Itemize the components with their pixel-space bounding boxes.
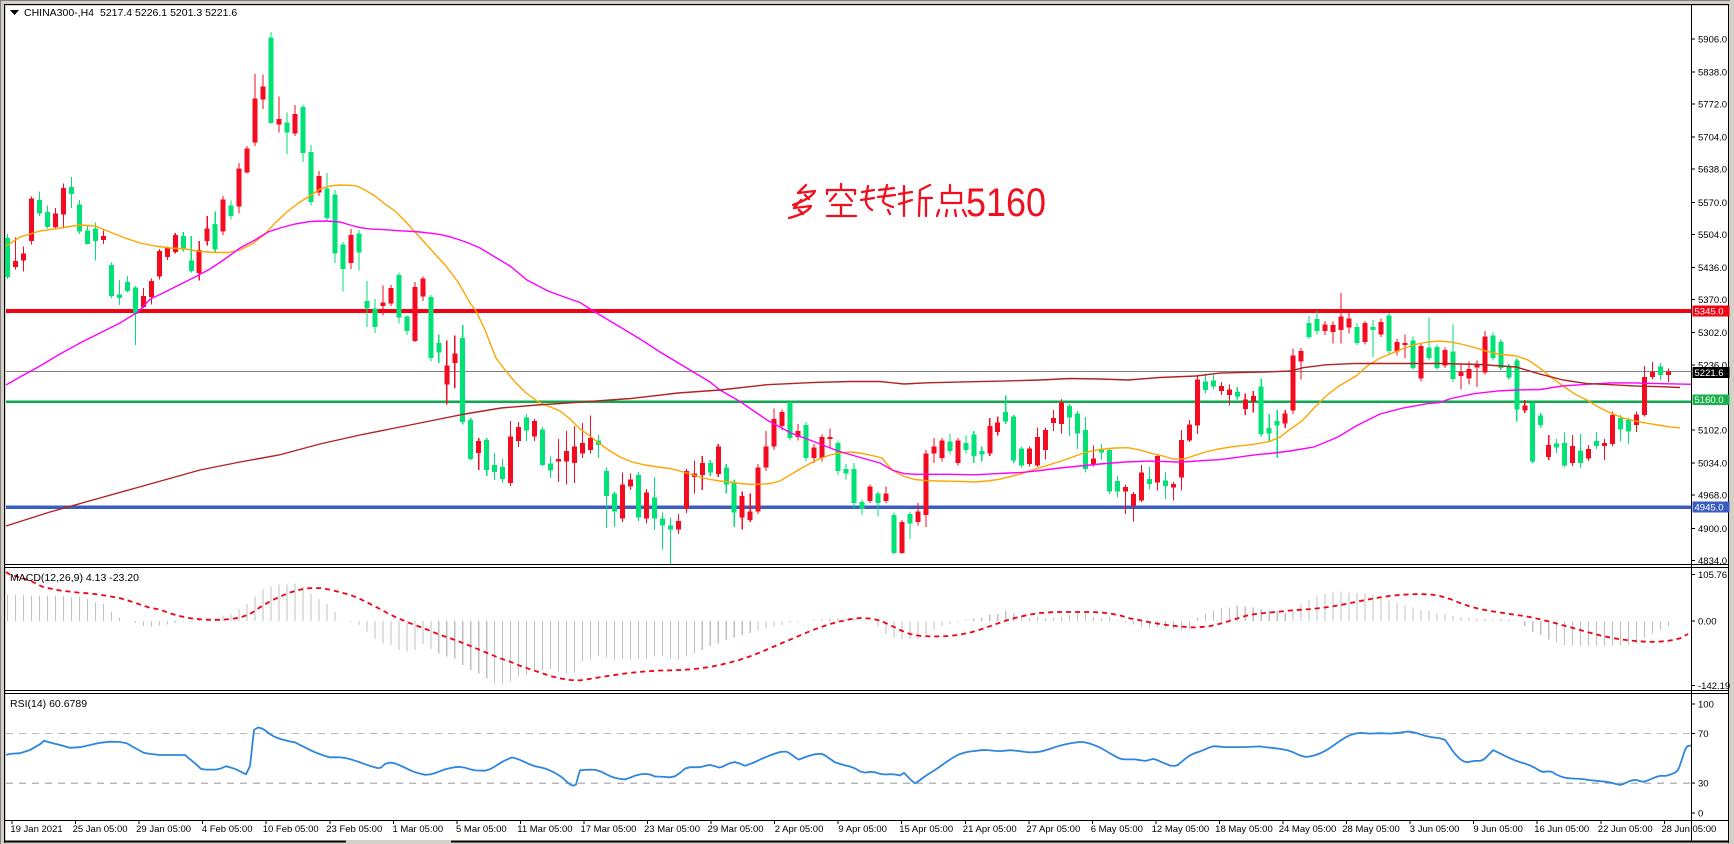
svg-text:4968.0: 4968.0 [1698, 491, 1727, 502]
svg-text:-142.19: -142.19 [1698, 681, 1730, 692]
svg-text:5034.0: 5034.0 [1698, 459, 1727, 470]
svg-text:4 Feb 05:00: 4 Feb 05:00 [202, 824, 253, 835]
svg-text:5102.0: 5102.0 [1698, 426, 1727, 437]
svg-text:10 Feb 05:00: 10 Feb 05:00 [263, 824, 319, 835]
svg-text:5221.6: 5221.6 [1695, 368, 1724, 379]
svg-text:5302.0: 5302.0 [1698, 328, 1727, 339]
svg-text:105.76: 105.76 [1698, 570, 1727, 581]
svg-text:25 Jan 05:00: 25 Jan 05:00 [73, 824, 128, 835]
svg-text:16 Jun 05:00: 16 Jun 05:00 [1534, 824, 1589, 835]
svg-text:100: 100 [1698, 700, 1714, 711]
svg-text:3 Jun 05:00: 3 Jun 05:00 [1410, 824, 1460, 835]
svg-text:5 Mar 05:00: 5 Mar 05:00 [456, 824, 507, 835]
svg-text:4834.0: 4834.0 [1698, 556, 1727, 567]
svg-text:5906.0: 5906.0 [1698, 34, 1727, 45]
svg-text:70: 70 [1698, 729, 1709, 740]
svg-text:4900.0: 4900.0 [1698, 524, 1727, 535]
svg-text:5217.4 5226.1 5201.3 5221.6: 5217.4 5226.1 5201.3 5221.6 [100, 7, 237, 19]
svg-text:21 Apr 05:00: 21 Apr 05:00 [963, 824, 1017, 835]
svg-text:0.00: 0.00 [1698, 616, 1717, 627]
svg-text:5504.0: 5504.0 [1698, 230, 1727, 241]
svg-text:23 Feb 05:00: 23 Feb 05:00 [326, 824, 382, 835]
svg-text:5436.0: 5436.0 [1698, 263, 1727, 274]
svg-text:15 Apr 05:00: 15 Apr 05:00 [899, 824, 953, 835]
svg-text:18 May 05:00: 18 May 05:00 [1215, 824, 1273, 835]
svg-text:29 Mar 05:00: 29 Mar 05:00 [708, 824, 764, 835]
svg-text:17 Mar 05:00: 17 Mar 05:00 [580, 824, 636, 835]
svg-text:5570.0: 5570.0 [1698, 198, 1727, 209]
svg-text:RSI(14) 60.6789: RSI(14) 60.6789 [10, 698, 87, 710]
svg-text:5160.0: 5160.0 [1695, 395, 1724, 406]
svg-text:5638.0: 5638.0 [1698, 165, 1727, 176]
svg-text:5345.0: 5345.0 [1695, 306, 1724, 317]
svg-text:5370.0: 5370.0 [1698, 295, 1727, 306]
svg-text:28 Jun 05:00: 28 Jun 05:00 [1661, 824, 1716, 835]
svg-text:2 Apr 05:00: 2 Apr 05:00 [775, 824, 824, 835]
svg-text:9 Jun 05:00: 9 Jun 05:00 [1473, 824, 1523, 835]
svg-text:4945.0: 4945.0 [1695, 502, 1724, 513]
svg-text:19 Jan 2021: 19 Jan 2021 [10, 824, 62, 835]
svg-text:0: 0 [1698, 809, 1703, 820]
svg-text:MACD(12,26,9) 4.13 -23.20: MACD(12,26,9) 4.13 -23.20 [10, 572, 139, 584]
svg-text:6 May 05:00: 6 May 05:00 [1091, 824, 1143, 835]
svg-text:5704.0: 5704.0 [1698, 133, 1727, 144]
svg-text:5838.0: 5838.0 [1698, 67, 1727, 78]
svg-text:11 Mar 05:00: 11 Mar 05:00 [517, 824, 572, 835]
svg-text:5160: 5160 [966, 181, 1046, 225]
svg-text:27 Apr 05:00: 27 Apr 05:00 [1026, 824, 1080, 835]
svg-text:5772.0: 5772.0 [1698, 100, 1727, 111]
svg-text:23 Mar 05:00: 23 Mar 05:00 [644, 824, 700, 835]
svg-text:9 Apr 05:00: 9 Apr 05:00 [838, 824, 887, 835]
svg-text:5236.0: 5236.0 [1698, 360, 1727, 371]
svg-text:29 Jan 05:00: 29 Jan 05:00 [136, 824, 191, 835]
svg-text:22 Jun 05:00: 22 Jun 05:00 [1598, 824, 1653, 835]
svg-text:28 May 05:00: 28 May 05:00 [1342, 824, 1400, 835]
svg-text:30: 30 [1698, 779, 1709, 790]
svg-text:24 May 05:00: 24 May 05:00 [1279, 824, 1337, 835]
svg-text:1 Mar 05:00: 1 Mar 05:00 [392, 824, 443, 835]
svg-text:12 May 05:00: 12 May 05:00 [1152, 824, 1210, 835]
svg-text:CHINA300-,H4: CHINA300-,H4 [24, 7, 94, 19]
